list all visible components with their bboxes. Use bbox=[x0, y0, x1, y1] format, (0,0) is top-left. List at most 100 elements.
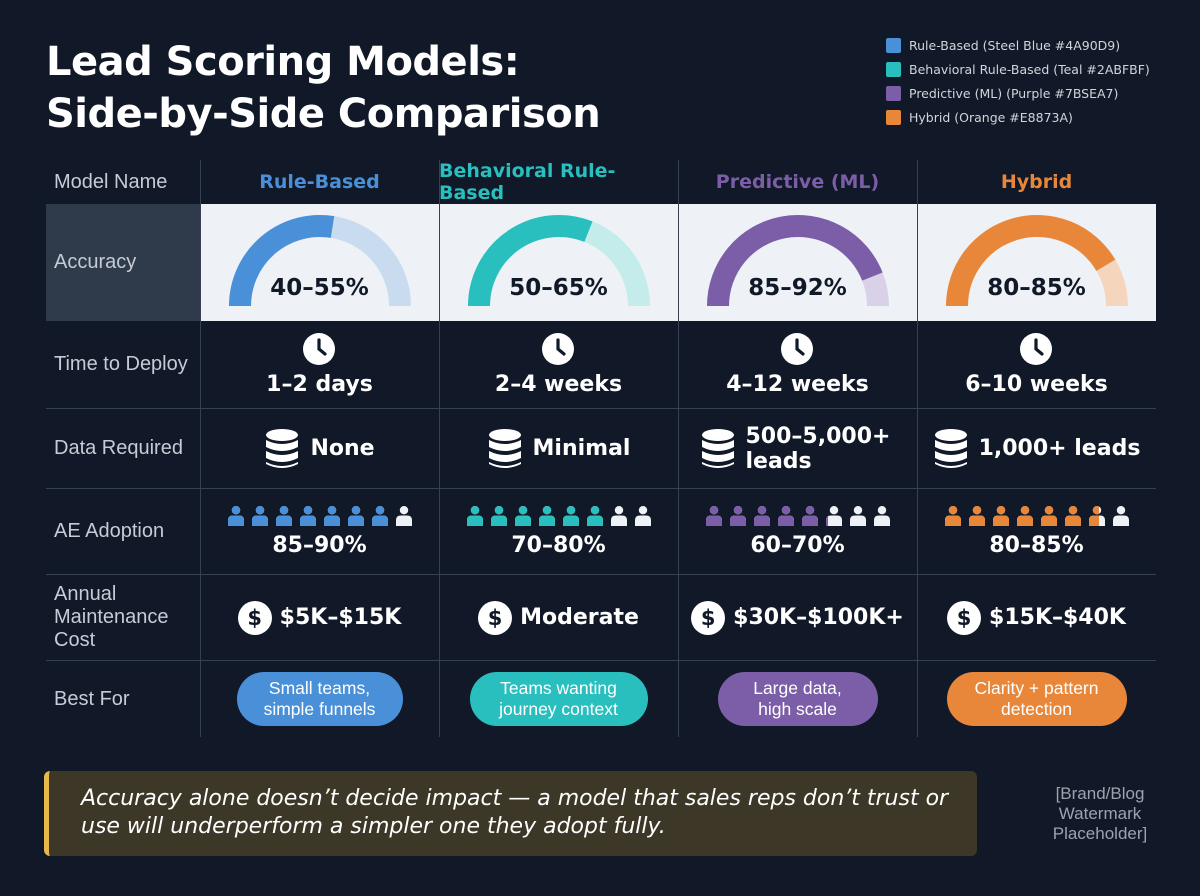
adoption-people bbox=[943, 505, 1131, 527]
person-icon bbox=[705, 506, 722, 526]
title-line-2: Side-by-Side Comparison bbox=[46, 91, 601, 137]
best-for-cell: Teams wanting journey context bbox=[439, 661, 678, 737]
accuracy-gauge: 50–65% bbox=[464, 211, 654, 315]
deploy-value: 1–2 days bbox=[266, 372, 373, 397]
model-header-hybrid: Hybrid bbox=[1000, 171, 1073, 193]
database-icon bbox=[701, 428, 734, 468]
cost-value: $15K–$40K bbox=[989, 605, 1126, 630]
row-label-data-required: Data Required bbox=[54, 437, 183, 459]
adoption-cell: 85–90% bbox=[200, 489, 439, 574]
dollar-icon: $ bbox=[478, 600, 513, 635]
accuracy-value: 80–85% bbox=[987, 274, 1086, 301]
best-for-pill: Clarity + pattern detection bbox=[946, 672, 1127, 726]
deploy-value: 6–10 weeks bbox=[965, 372, 1108, 397]
cost-cell: $ $30K–$100K+ bbox=[678, 575, 917, 660]
deploy-cell: 6–10 weeks bbox=[917, 321, 1156, 408]
cost-cell: $ Moderate bbox=[439, 575, 678, 660]
adoption-value: 85–90% bbox=[272, 533, 367, 558]
person-icon bbox=[347, 506, 364, 526]
legend-item: Predictive (ML) (Purple #7BSEA7) bbox=[886, 81, 1150, 105]
row-label-accuracy: Accuracy bbox=[54, 251, 137, 273]
row-label-model-name: Model Name bbox=[54, 170, 168, 193]
watermark-placeholder: [Brand/Blog Watermark Placeholder] bbox=[1052, 784, 1148, 843]
gauge-arc bbox=[228, 214, 411, 306]
model-header-rule-based: Rule-Based bbox=[259, 171, 380, 193]
row-label-ae-adoption: AE Adoption bbox=[54, 520, 165, 542]
deploy-cell: 1–2 days bbox=[200, 321, 439, 408]
clock-icon bbox=[1020, 333, 1053, 365]
data-required-row: Data Required None Minimal 500–5,000+ le… bbox=[46, 409, 1156, 489]
best-for-cell: Small teams, simple funnels bbox=[200, 661, 439, 737]
gauge-fill bbox=[228, 214, 334, 306]
person-icon bbox=[251, 506, 268, 526]
person-icon bbox=[992, 506, 1009, 526]
model-name-row: Model Name Rule-Based Behavioral Rule-Ba… bbox=[46, 160, 1156, 204]
database-icon bbox=[488, 428, 521, 468]
person-icon bbox=[729, 506, 746, 526]
person-icon bbox=[1016, 506, 1033, 526]
legend-label: Rule-Based (Steel Blue #4A90D9) bbox=[909, 37, 1121, 53]
database-icon bbox=[266, 428, 299, 468]
person-icon bbox=[371, 506, 388, 526]
legend-swatch bbox=[886, 109, 901, 125]
accuracy-cell: 80–85% bbox=[917, 204, 1156, 321]
adoption-cell: 60–70% bbox=[678, 489, 917, 574]
person-icon bbox=[801, 506, 818, 526]
data-required-value: None bbox=[310, 436, 375, 461]
accuracy-value: 40–55% bbox=[270, 274, 369, 301]
row-label-time-to-deploy: Time to Deploy bbox=[54, 353, 188, 375]
accuracy-cell: 85–92% bbox=[678, 204, 917, 321]
gauge-arc bbox=[945, 214, 1128, 306]
person-icon bbox=[227, 506, 244, 526]
adoption-cell: 70–80% bbox=[439, 489, 678, 574]
column-divider bbox=[917, 160, 918, 737]
person-icon bbox=[1040, 506, 1057, 526]
legend-swatch bbox=[886, 61, 901, 77]
gauge-arc bbox=[706, 214, 889, 306]
person-icon bbox=[395, 506, 412, 526]
person-icon bbox=[562, 506, 579, 526]
legend-label: Hybrid (Orange #E8873A) bbox=[909, 109, 1073, 125]
deploy-value: 2–4 weeks bbox=[494, 372, 623, 397]
time-to-deploy-row: Time to Deploy 1–2 days 2–4 weeks 4–12 w… bbox=[46, 321, 1156, 409]
page-title: Lead Scoring Models: Side-by-Side Compar… bbox=[46, 36, 601, 140]
person-icon bbox=[586, 506, 603, 526]
dollar-icon: $ bbox=[691, 600, 726, 635]
dollar-icon: $ bbox=[947, 600, 982, 635]
best-for-cell: Large data, high scale bbox=[678, 661, 917, 737]
data-required-value: Minimal bbox=[532, 436, 631, 461]
person-icon bbox=[753, 506, 770, 526]
accuracy-value: 50–65% bbox=[509, 274, 608, 301]
person-icon bbox=[275, 506, 292, 526]
person-icon bbox=[777, 506, 794, 526]
column-divider bbox=[200, 160, 201, 737]
row-label-best-for: Best For bbox=[54, 687, 130, 710]
data-required-value: 500–5,000+ leads bbox=[745, 423, 891, 474]
legend-item: Hybrid (Orange #E8873A) bbox=[886, 105, 1150, 129]
data-cell: 500–5,000+ leads bbox=[678, 409, 917, 488]
person-icon bbox=[873, 506, 890, 526]
adoption-value: 70–80% bbox=[511, 533, 606, 558]
legend: Rule-Based (Steel Blue #4A90D9) Behavior… bbox=[886, 33, 1150, 129]
clock-icon bbox=[542, 333, 575, 365]
accuracy-gauge: 85–92% bbox=[703, 211, 893, 315]
person-icon bbox=[299, 506, 316, 526]
legend-swatch bbox=[886, 37, 901, 53]
legend-swatch bbox=[886, 85, 901, 101]
gauge-fill bbox=[945, 214, 1115, 306]
quote-text: Accuracy alone doesn’t decide impact — a… bbox=[81, 786, 949, 839]
maintenance-cost-row: Annual Maintenance Cost $ $5K–$15K $ Mod… bbox=[46, 575, 1156, 661]
legend-label: Behavioral Rule-Based (Teal #2ABFBF) bbox=[909, 61, 1150, 77]
person-icon bbox=[466, 506, 483, 526]
person-icon bbox=[538, 506, 555, 526]
cost-cell: $ $5K–$15K bbox=[200, 575, 439, 660]
deploy-cell: 4–12 weeks bbox=[678, 321, 917, 408]
cost-value: $30K–$100K+ bbox=[733, 605, 904, 630]
deploy-value: 4–12 weeks bbox=[726, 372, 869, 397]
adoption-value: 60–70% bbox=[750, 533, 845, 558]
best-for-pill: Large data, high scale bbox=[717, 672, 878, 726]
best-for-cell: Clarity + pattern detection bbox=[917, 661, 1156, 737]
person-icon bbox=[1112, 506, 1129, 526]
person-icon bbox=[610, 506, 627, 526]
accuracy-label-background bbox=[46, 204, 200, 321]
